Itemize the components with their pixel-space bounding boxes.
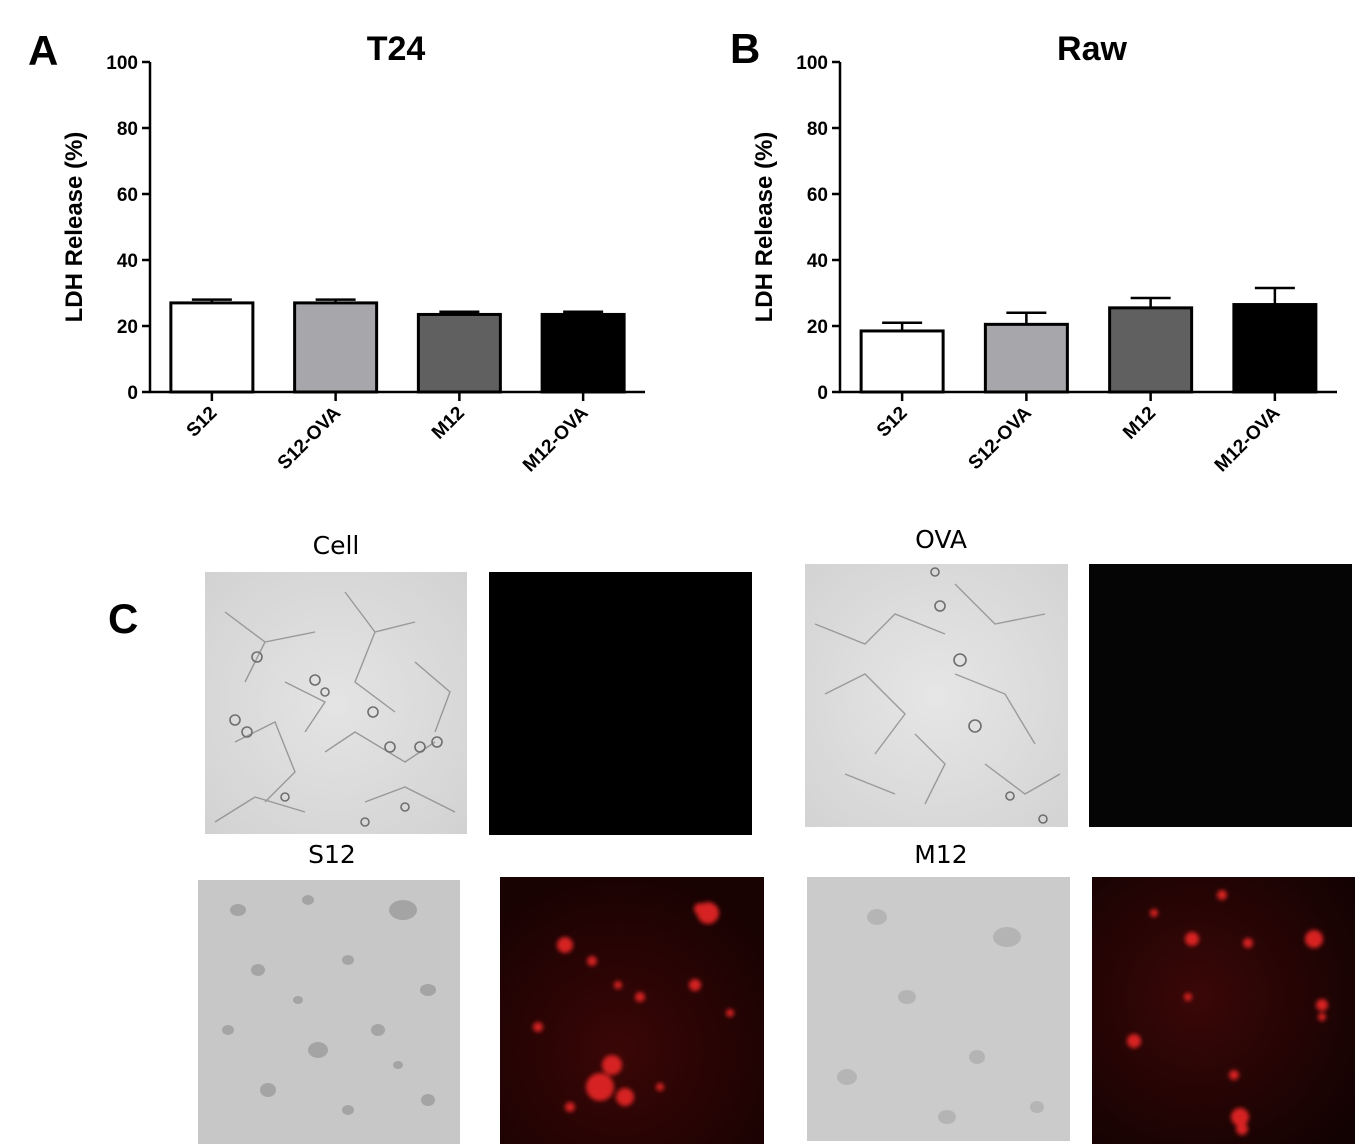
y-tick-label: 0 (127, 383, 138, 404)
bar-s12 (859, 329, 945, 394)
y-tick-label: 20 (117, 317, 138, 338)
fluorescence-image-s12 (500, 877, 764, 1144)
brightfield-image-s12 (198, 880, 460, 1144)
panel-letter-c: C (108, 595, 139, 642)
panel-letter-a: A (28, 27, 59, 74)
bar-s12-ova (983, 322, 1069, 394)
panel-letter-b: B (730, 25, 761, 72)
y-tick-label: 100 (796, 53, 828, 74)
y-tick-label: 100 (106, 53, 138, 74)
bar-m12-ova (540, 312, 626, 394)
brightfield-image-cell (205, 572, 467, 834)
y-tick-label: 40 (117, 251, 138, 272)
micrograph-title-m12: M12 (914, 840, 968, 869)
micrograph-title-cell: Cell (312, 531, 360, 560)
chart-title: T24 (367, 30, 426, 68)
brightfield-image-m12 (807, 877, 1070, 1141)
fluorescence-image-m12 (1092, 877, 1355, 1144)
x-tick-label: S12 (873, 403, 912, 442)
x-tick-label: M12-OVA (1211, 402, 1285, 476)
y-tick-label: 60 (117, 185, 138, 206)
y-axis-label: LDH Release (%) (751, 132, 778, 323)
bar-m12-ova (1232, 303, 1318, 394)
y-tick-label: 0 (817, 383, 828, 404)
chart-title: Raw (1057, 30, 1127, 68)
y-tick-label: 60 (807, 185, 828, 206)
fluorescence-image-ova (1089, 564, 1352, 827)
bar-m12 (1108, 306, 1194, 394)
y-tick-label: 20 (807, 317, 828, 338)
y-tick-label: 80 (807, 119, 828, 140)
bar-chart-raw: Raw LDH Release (%) 0 20 40 60 80 100 S12 S12-OVA… (751, 30, 1337, 476)
fluorescence-image-cell (489, 572, 752, 835)
micrograph-title-ova: OVA (915, 525, 967, 554)
x-tick-label: M12 (1119, 403, 1160, 444)
y-tick-label: 80 (117, 119, 138, 140)
brightfield-image-ova (805, 564, 1068, 827)
y-tick-label: 40 (807, 251, 828, 272)
y-axis-label: LDH Release (%) (61, 132, 88, 323)
micrograph-title-s12: S12 (308, 840, 356, 869)
x-tick-label: S12-OVA (965, 402, 1037, 474)
